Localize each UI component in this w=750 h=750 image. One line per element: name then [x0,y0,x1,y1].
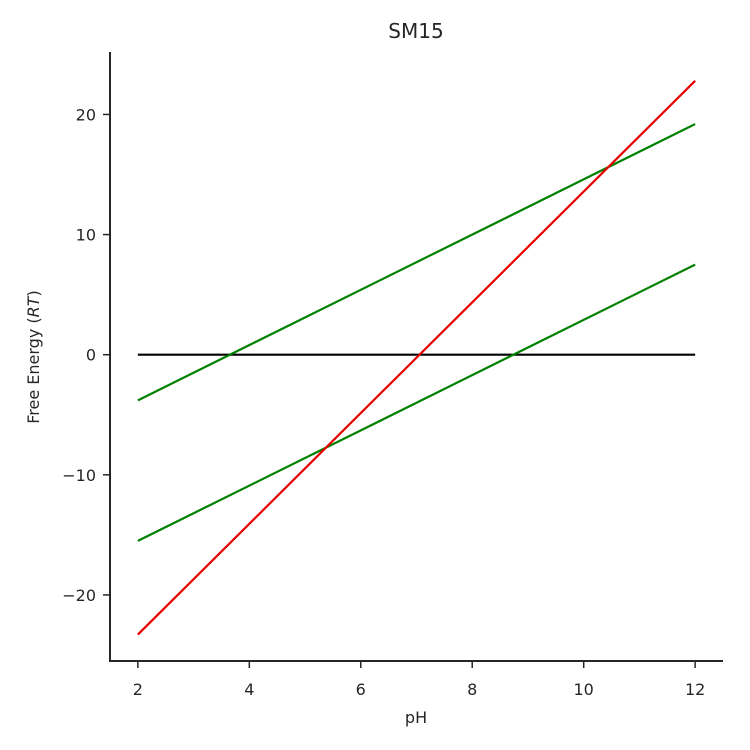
x-tick-label: 12 [685,680,705,699]
y-tick-label: 0 [86,346,96,365]
y-tick-label: 20 [76,105,96,124]
y-tick-label: 10 [76,226,96,245]
x-ticks: 2 4 6 8 10 12 [133,661,705,699]
x-tick-label: 4 [244,680,254,699]
x-axis-label: pH [405,708,427,727]
y-axis-label-italic: RT [24,295,43,317]
chart-title: SM15 [388,19,443,43]
y-ticks: −20 −10 0 10 20 [62,105,110,605]
y-axis-label-prefix: Free Energy ( [24,317,43,423]
x-tick-label: 8 [467,680,477,699]
x-tick-label: 2 [133,680,143,699]
y-axis-label-suffix: ) [24,290,43,296]
y-tick-label: −20 [62,586,96,605]
x-tick-label: 10 [574,680,594,699]
series-line-3 [137,263,696,542]
series-line-2 [137,123,696,402]
x-tick-label: 6 [356,680,366,699]
y-tick-label: −10 [62,466,96,485]
series-line-4 [137,80,696,636]
y-axis-label: Free Energy (RT) [24,290,43,424]
plot-lines [137,80,696,636]
